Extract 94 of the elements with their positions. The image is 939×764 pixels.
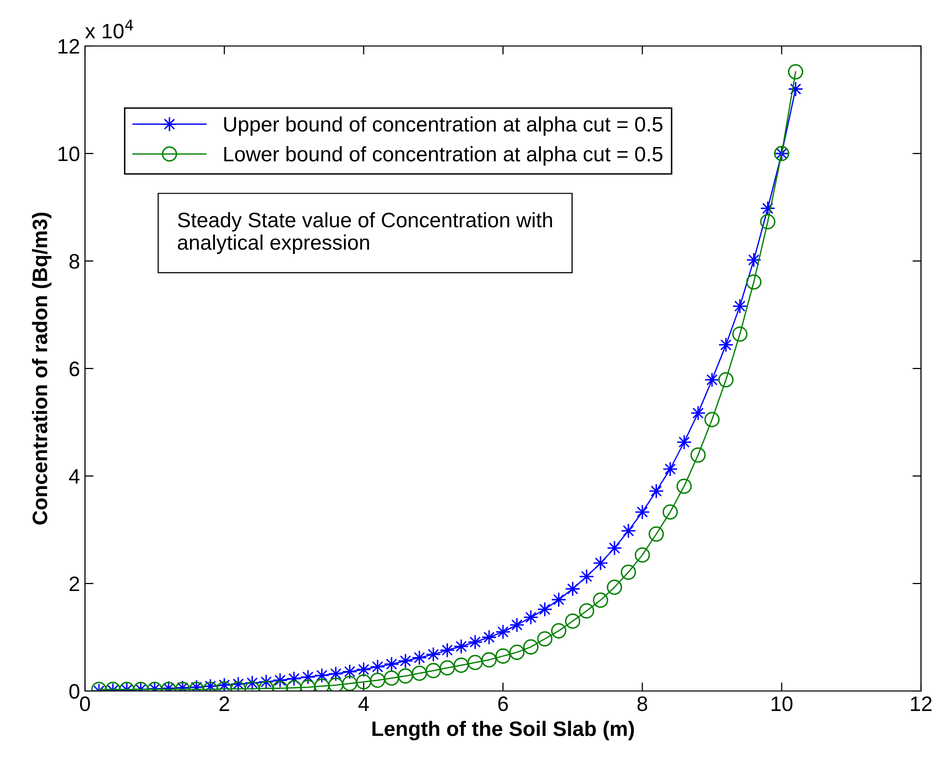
point bbox=[230, 676, 246, 691]
point bbox=[648, 483, 664, 499]
point bbox=[578, 603, 594, 619]
point bbox=[592, 592, 608, 608]
point bbox=[551, 623, 566, 638]
point bbox=[412, 650, 428, 666]
legend-label: Upper bound of concentration at alpha cut = 0.5 bbox=[224, 116, 662, 136]
point bbox=[718, 372, 734, 388]
point bbox=[314, 668, 330, 684]
point bbox=[509, 644, 525, 660]
point bbox=[662, 504, 678, 520]
point bbox=[481, 630, 497, 645]
point bbox=[440, 660, 455, 676]
point bbox=[342, 676, 358, 691]
point bbox=[551, 592, 566, 608]
point bbox=[565, 581, 580, 597]
point bbox=[760, 200, 776, 216]
point bbox=[690, 405, 706, 421]
point bbox=[620, 523, 636, 538]
x-tick-label: 12 bbox=[911, 696, 932, 711]
point bbox=[746, 274, 762, 290]
point bbox=[676, 434, 692, 450]
point bbox=[537, 602, 552, 617]
point bbox=[634, 504, 650, 520]
x-tick-label: 4 bbox=[358, 696, 369, 711]
point bbox=[244, 675, 260, 691]
point bbox=[216, 677, 232, 691]
point bbox=[328, 677, 344, 691]
point bbox=[286, 671, 302, 686]
point bbox=[356, 674, 372, 690]
point bbox=[592, 555, 608, 571]
point bbox=[384, 656, 400, 672]
point bbox=[760, 214, 776, 230]
point bbox=[509, 617, 525, 633]
point bbox=[634, 547, 650, 563]
x-tick-label: 10 bbox=[772, 696, 792, 712]
point bbox=[537, 631, 552, 646]
point bbox=[704, 412, 720, 428]
point bbox=[328, 666, 344, 682]
x-tick-label: 6 bbox=[498, 696, 508, 712]
point bbox=[272, 672, 288, 688]
point bbox=[356, 662, 372, 678]
point bbox=[578, 568, 594, 584]
x-tick-label: 0 bbox=[80, 696, 90, 712]
point bbox=[606, 580, 622, 595]
point bbox=[523, 639, 539, 655]
y-tick-label: 10 bbox=[58, 146, 80, 162]
point bbox=[384, 670, 400, 686]
point bbox=[481, 652, 497, 668]
point bbox=[718, 337, 734, 352]
y-tick-label: 2 bbox=[70, 576, 80, 592]
y-tick-label: 4 bbox=[69, 469, 80, 484]
point bbox=[732, 298, 748, 314]
legend-label: Lower bound of concentration at alpha cut = 0.5 bbox=[224, 146, 662, 166]
point bbox=[454, 658, 469, 673]
point bbox=[788, 64, 804, 80]
point bbox=[300, 669, 316, 685]
point bbox=[467, 634, 483, 650]
point bbox=[467, 654, 483, 670]
point bbox=[495, 624, 511, 640]
y-tick-label: 12 bbox=[58, 39, 80, 54]
point bbox=[606, 540, 622, 556]
point bbox=[426, 662, 441, 678]
text: x 10$^{4}$ bbox=[85, 20, 134, 39]
point bbox=[690, 447, 706, 463]
annotation: Steady State value of Concentration with analytical expression bbox=[178, 212, 552, 254]
point bbox=[426, 646, 441, 662]
point bbox=[648, 526, 664, 542]
point bbox=[732, 326, 748, 342]
point bbox=[676, 478, 692, 494]
point bbox=[704, 372, 720, 388]
point bbox=[565, 613, 580, 629]
x-tick-label: 8 bbox=[637, 696, 648, 712]
point bbox=[620, 564, 636, 580]
point bbox=[398, 653, 414, 669]
point bbox=[258, 674, 274, 690]
point bbox=[342, 664, 358, 680]
point bbox=[370, 659, 386, 674]
y-tick-label: 8 bbox=[69, 254, 80, 269]
point bbox=[788, 81, 804, 97]
y-tick-label: 0 bbox=[69, 684, 80, 699]
point bbox=[398, 668, 414, 684]
point bbox=[454, 638, 469, 654]
point bbox=[370, 672, 386, 688]
y-tick-label: 6 bbox=[70, 362, 80, 376]
point bbox=[746, 252, 762, 268]
x-tick-label: 2 bbox=[220, 696, 230, 711]
point bbox=[412, 666, 428, 681]
x-axis-title: Length of the Soil Slab (m) bbox=[372, 720, 634, 740]
point bbox=[495, 648, 511, 664]
point bbox=[662, 461, 678, 477]
point bbox=[440, 642, 455, 658]
y-axis-title: Concentration of radon (Bq/m3) bbox=[32, 212, 52, 524]
point bbox=[523, 610, 539, 625]
